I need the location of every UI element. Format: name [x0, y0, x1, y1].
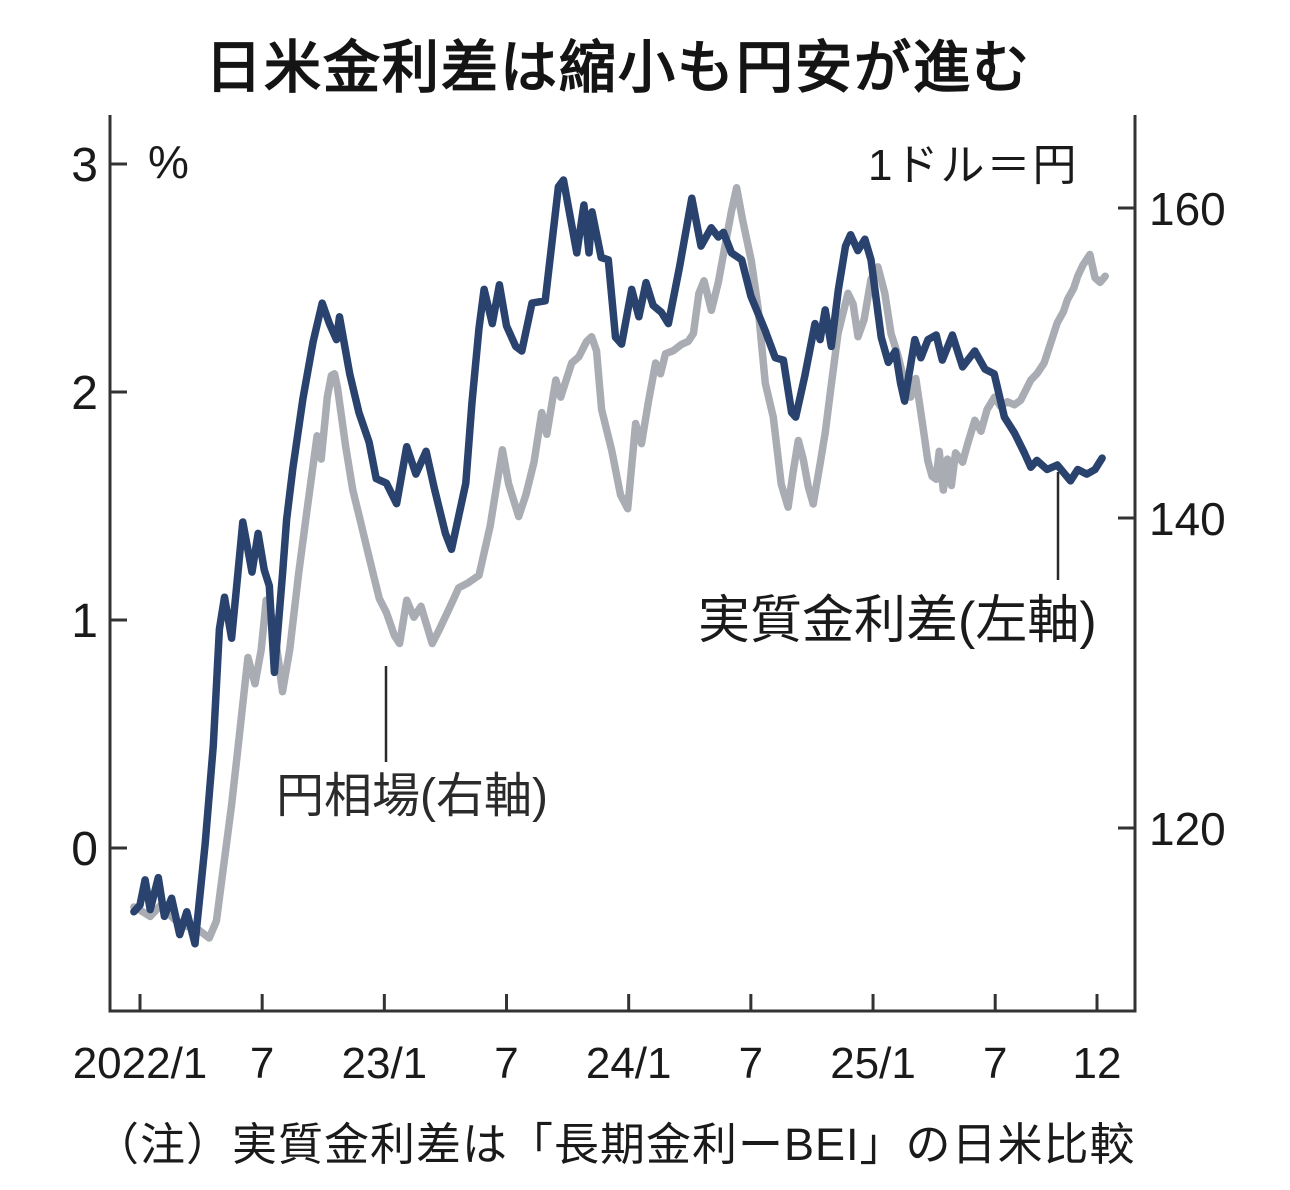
- x-axis-tick-label: 7: [494, 1039, 518, 1088]
- x-axis-tick-label: 25/1: [830, 1039, 916, 1088]
- axes: [108, 115, 1137, 1013]
- x-axis-tick-label: 24/1: [586, 1039, 672, 1088]
- yen-rate-line: [130, 184, 1109, 942]
- yen-line-label: 円相場(右軸): [276, 770, 548, 823]
- x-axis-tick-label: 12: [1073, 1039, 1122, 1088]
- left-axis-tick-label: 1: [71, 595, 98, 648]
- chart-title: 日米金利差は縮小も円安が進む: [205, 36, 1031, 100]
- axis-tick-labels: 3 2 1 0% 160 140 120 1ドル＝円 2022/1 7 23/1 7 24/1 7 25/1…: [71, 136, 1225, 1088]
- right-axis-title: 1ドル＝円: [868, 141, 1078, 190]
- chart-note: （注）実質金利差は「長期金利ーBEI」の日米比較: [94, 1119, 1136, 1170]
- x-axis-tick-label: 7: [739, 1039, 763, 1088]
- x-axis-tick-label: 7: [983, 1039, 1007, 1088]
- series-lines: [130, 176, 1109, 948]
- x-axis-tick-label: 7: [250, 1039, 274, 1088]
- left-axis-tick-label: 3: [71, 139, 98, 192]
- rate-line-label: 実質金利差(左軸): [698, 592, 1097, 650]
- left-axis-tick-label: 2: [71, 367, 98, 420]
- x-axis-tick-label: 2022/1: [73, 1039, 208, 1088]
- x-axis-tick-label: 23/1: [342, 1039, 428, 1088]
- annotations: 円相場(右軸) 実質金利差(左軸): [276, 472, 1097, 823]
- right-axis-tick-label: 140: [1149, 493, 1226, 545]
- right-axis-tick-label: 160: [1149, 183, 1226, 235]
- right-axis-tick-label: 120: [1149, 803, 1226, 855]
- left-axis-tick-label: 0: [71, 823, 98, 876]
- left-axis-unit-label: %: [148, 136, 189, 188]
- rate-differential-line: [130, 176, 1106, 948]
